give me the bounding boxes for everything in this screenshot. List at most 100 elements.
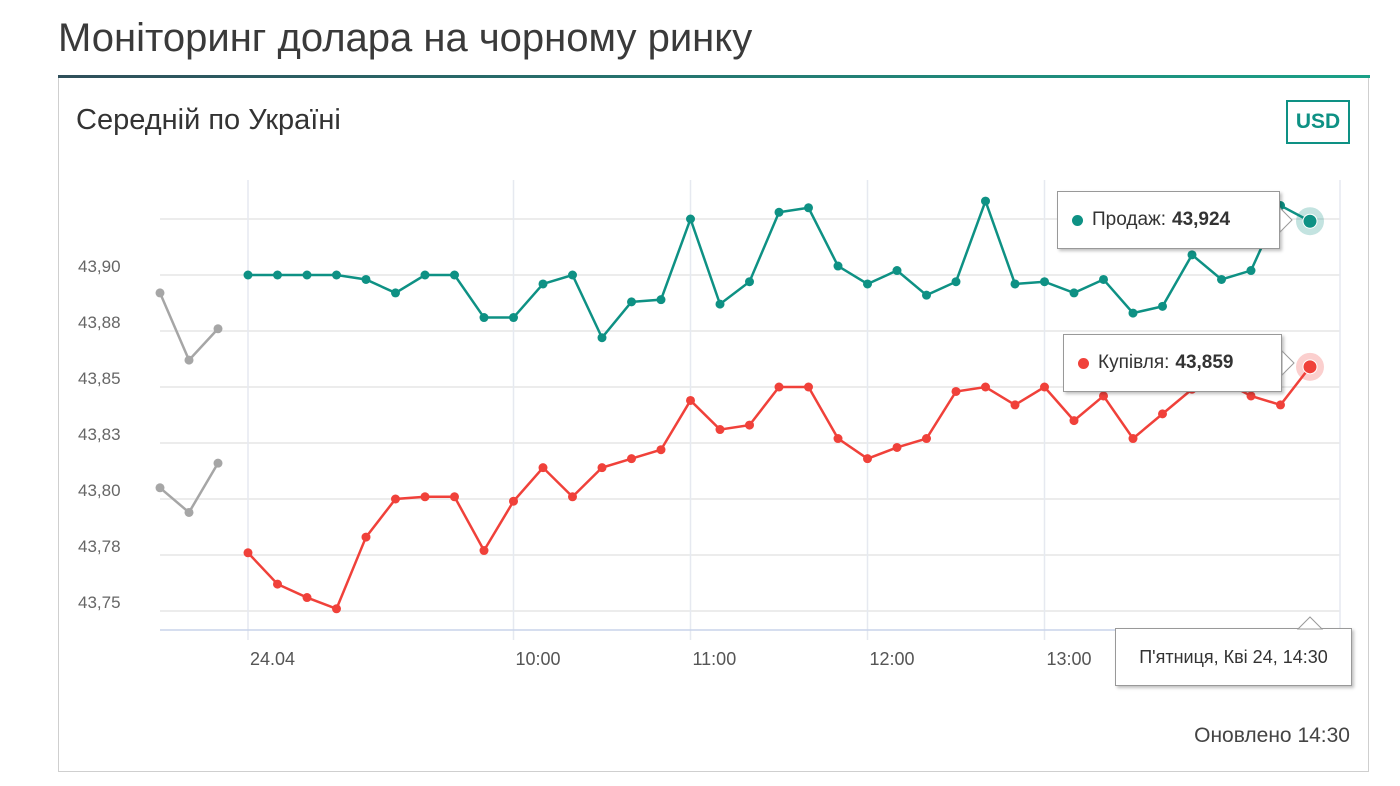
buy-point[interactable]	[450, 492, 459, 502]
x-tick-label: 12:00	[870, 649, 915, 669]
sell-point[interactable]	[1158, 301, 1167, 311]
sell-label: Продаж:	[1092, 209, 1167, 230]
sell-point[interactable]	[361, 274, 371, 284]
sell-point[interactable]	[597, 333, 607, 343]
buy-point[interactable]	[1128, 434, 1138, 444]
buy-point[interactable]	[568, 492, 577, 502]
sell-point[interactable]	[243, 270, 253, 280]
sell-point[interactable]	[420, 270, 430, 280]
buy-point[interactable]	[1158, 409, 1167, 419]
buy-point[interactable]	[243, 548, 253, 558]
page-title: Моніторинг долара на чорному ринку	[58, 16, 753, 60]
y-tick-label: 43,75	[78, 593, 121, 612]
sell-point[interactable]	[1302, 213, 1318, 229]
sell-point[interactable]	[273, 270, 282, 280]
buy-point[interactable]	[302, 593, 312, 603]
buy-point[interactable]	[597, 463, 607, 473]
sell-point[interactable]	[302, 270, 312, 280]
buy-point[interactable]	[273, 579, 282, 589]
buy-point[interactable]	[479, 546, 489, 556]
chart-card	[58, 78, 1369, 772]
sell-dot-icon	[1072, 214, 1083, 226]
sell-point[interactable]	[479, 313, 489, 323]
updated-time: Оновлено 14:30	[1194, 724, 1350, 747]
sell-point[interactable]	[804, 203, 813, 213]
buy-point[interactable]	[1276, 400, 1285, 410]
x-tick-label: 10:00	[516, 649, 561, 669]
title-underline	[58, 75, 1370, 78]
sell-point[interactable]	[1010, 279, 1020, 289]
buy-point[interactable]	[892, 442, 902, 452]
sell-point[interactable]	[538, 279, 548, 289]
buy-point[interactable]	[715, 425, 725, 435]
sell-point[interactable]	[833, 261, 843, 271]
buy-point[interactable]	[420, 492, 430, 502]
buy-point[interactable]	[922, 434, 931, 444]
previous-point[interactable]	[155, 483, 165, 493]
sell-point[interactable]	[1217, 274, 1226, 284]
y-tick-label: 43,80	[78, 481, 121, 500]
sell-point[interactable]	[391, 288, 400, 298]
currency-button[interactable]: USD	[1286, 100, 1350, 144]
buy-point[interactable]	[804, 382, 813, 392]
sell-value: 43,924	[1172, 209, 1231, 230]
sell-point[interactable]	[715, 299, 725, 309]
buy-point[interactable]	[1246, 391, 1256, 401]
buy-point[interactable]	[1010, 400, 1020, 410]
buy-point[interactable]	[951, 386, 961, 396]
sell-point[interactable]	[774, 207, 784, 217]
buy-series-line	[247, 366, 1311, 611]
buy-point[interactable]	[863, 454, 872, 464]
sell-point[interactable]	[1040, 277, 1049, 287]
buy-point[interactable]	[981, 382, 990, 392]
sell-point[interactable]	[332, 270, 341, 280]
buy-dot-icon	[1078, 357, 1089, 369]
buy-point[interactable]	[1040, 382, 1049, 392]
sell-point[interactable]	[627, 297, 636, 307]
sell-point[interactable]	[892, 266, 902, 276]
sell-point[interactable]	[1187, 250, 1197, 260]
buy-point[interactable]	[833, 434, 843, 444]
buy-point[interactable]	[745, 420, 754, 430]
buy-point[interactable]	[391, 494, 400, 504]
buy-value: 43,859	[1175, 352, 1234, 373]
buy-point[interactable]	[656, 445, 666, 455]
sell-point[interactable]	[1099, 274, 1108, 284]
x-tick-label: 13:00	[1047, 649, 1092, 669]
buy-point[interactable]	[686, 395, 695, 405]
sell-point[interactable]	[1128, 308, 1138, 318]
buy-point[interactable]	[1069, 416, 1079, 426]
sell-point[interactable]	[509, 313, 518, 323]
sell-point[interactable]	[686, 214, 695, 224]
buy-point[interactable]	[1302, 359, 1318, 375]
buy-tooltip: Купівля: 43,859	[1063, 334, 1282, 392]
previous-point[interactable]	[213, 458, 223, 468]
date-tooltip: П'ятниця, Кві 24, 14:30	[1115, 628, 1352, 686]
previous-point[interactable]	[213, 324, 223, 334]
y-tick-label: 43,90	[78, 257, 121, 276]
buy-point[interactable]	[774, 382, 784, 392]
sell-point[interactable]	[656, 295, 666, 305]
sell-point[interactable]	[745, 277, 754, 287]
sell-point[interactable]	[863, 279, 872, 289]
sell-point[interactable]	[1246, 266, 1256, 276]
x-tick-label: 11:00	[693, 649, 737, 669]
sell-point[interactable]	[981, 196, 990, 206]
previous-point[interactable]	[155, 288, 165, 298]
previous-point[interactable]	[184, 355, 194, 365]
sell-point[interactable]	[568, 270, 577, 280]
buy-point[interactable]	[627, 454, 636, 464]
card-subtitle: Середній по Україні	[76, 104, 341, 136]
y-tick-label: 43,88	[78, 313, 121, 332]
buy-point[interactable]	[1099, 391, 1108, 401]
buy-point[interactable]	[538, 463, 548, 473]
buy-point[interactable]	[509, 496, 518, 506]
sell-point[interactable]	[1069, 288, 1079, 298]
sell-point[interactable]	[951, 277, 961, 287]
buy-point[interactable]	[332, 604, 341, 614]
buy-point[interactable]	[361, 532, 371, 542]
sell-point[interactable]	[922, 290, 931, 300]
sell-point[interactable]	[450, 270, 459, 280]
previous-point[interactable]	[184, 507, 194, 517]
